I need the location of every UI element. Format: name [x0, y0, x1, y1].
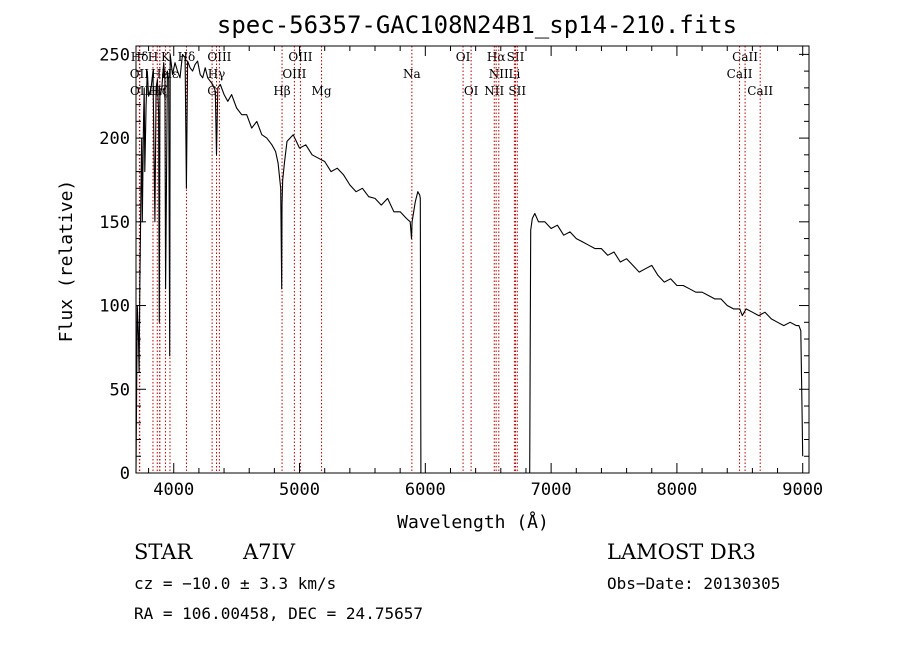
- y-tick-label: 200: [99, 129, 130, 149]
- spectrum-series-line: [529, 212, 804, 474]
- spectral-line-label: Hγ: [208, 67, 226, 81]
- spectral-line-label: H: [148, 50, 158, 64]
- spectral-line-label: Mg: [312, 84, 332, 98]
- spectral-line-label: Li: [508, 67, 520, 81]
- spectral-line-label: OI: [464, 84, 479, 98]
- spectral-line-label: G: [207, 84, 217, 98]
- spectral-line-label: Hβ: [273, 84, 290, 98]
- spectrum-series-line: [135, 53, 422, 474]
- y-tick-label: 250: [99, 45, 130, 65]
- x-tick-label: 6000: [405, 480, 446, 500]
- x-tick-label: 9000: [782, 480, 823, 500]
- spectral-line-label: CaII: [747, 84, 773, 98]
- x-tick-label: 7000: [531, 480, 572, 500]
- spectral-line-label: NII: [484, 84, 504, 98]
- object-subclass: A7IV: [242, 540, 296, 564]
- y-tick-label: 100: [99, 297, 130, 317]
- spectral-line-label: OIII: [282, 67, 306, 81]
- spectral-line-label: OIII: [207, 50, 231, 64]
- spectral-line-label: OIII: [288, 50, 312, 64]
- spectral-line-label: SII: [508, 84, 526, 98]
- plot-frame: [135, 45, 810, 474]
- object-class: STAR: [134, 540, 193, 564]
- spectral-line-label: K: [161, 50, 171, 64]
- survey-name: LAMOST DR3: [607, 540, 756, 564]
- spectral-line-label: Na: [403, 67, 421, 81]
- x-tick-label: 4000: [153, 480, 194, 500]
- y-axis-label: Flux (relative): [56, 180, 77, 343]
- redshift-readout: cz = −10.0 ± 3.3 km/s: [134, 574, 336, 593]
- x-tick-label: 8000: [656, 480, 697, 500]
- y-tick-label: 50: [110, 380, 130, 400]
- spectral-line-label: SII: [507, 50, 525, 64]
- y-tick-label: 150: [99, 213, 130, 233]
- spectral-line-label: Hα: [487, 50, 506, 64]
- spectral-line-label: CaII: [732, 50, 758, 64]
- spectral-line-label: OI: [456, 50, 471, 64]
- spectral-line-label: NII: [489, 67, 509, 81]
- coordinates-readout: RA = 106.00458, DEC = 24.75657: [134, 604, 423, 623]
- spectrum-data-layer: [135, 53, 804, 474]
- spectral-line-label: CaII: [727, 67, 753, 81]
- x-axis-label: Wavelength (Å): [397, 511, 549, 533]
- spectral-line-label: Hδ: [178, 50, 196, 64]
- x-tick-label: 5000: [279, 480, 320, 500]
- axes-layer: 4000 5000 6000 7000 8000 9000 0 50 100 150 200 250: [99, 45, 823, 500]
- observation-date: Obs−Date: 20130305: [607, 574, 780, 593]
- y-tick-label: 0: [120, 464, 130, 484]
- chart-title: spec-56357-GAC108N24B1_sp14-210.fits: [217, 11, 737, 39]
